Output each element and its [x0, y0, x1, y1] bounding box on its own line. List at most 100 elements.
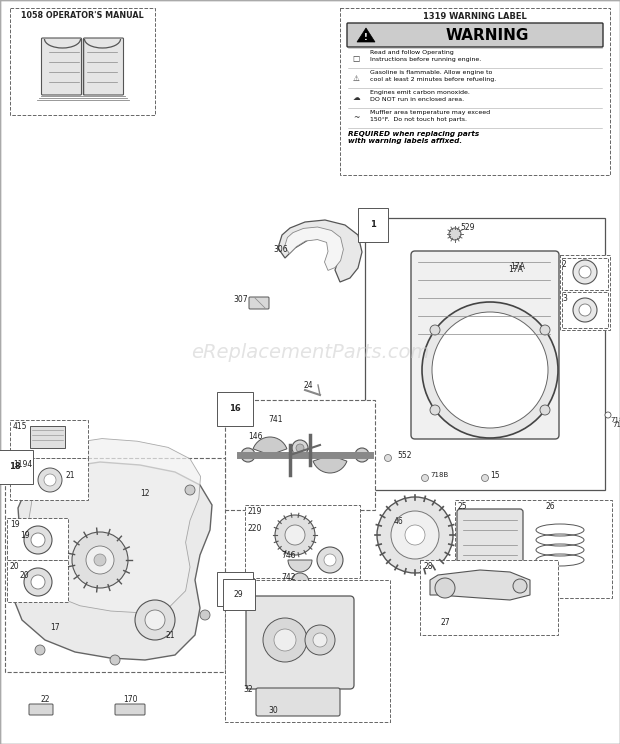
Circle shape	[405, 525, 425, 545]
Text: 1194: 1194	[13, 460, 32, 469]
Circle shape	[35, 645, 45, 655]
Circle shape	[432, 312, 548, 428]
Circle shape	[24, 526, 52, 554]
Bar	[562, 258, 608, 290]
Circle shape	[185, 485, 195, 495]
Text: 307: 307	[233, 295, 248, 304]
Text: 32: 32	[243, 685, 252, 694]
Wedge shape	[288, 560, 312, 572]
Polygon shape	[25, 438, 200, 613]
Wedge shape	[313, 455, 347, 473]
Circle shape	[285, 525, 305, 545]
Bar	[225, 400, 375, 510]
Text: 20: 20	[10, 562, 20, 571]
Text: 26: 26	[545, 502, 555, 511]
FancyBboxPatch shape	[84, 38, 123, 95]
Circle shape	[391, 511, 439, 559]
Circle shape	[86, 546, 114, 574]
Text: 19: 19	[20, 530, 30, 539]
FancyBboxPatch shape	[246, 596, 354, 689]
Text: 29: 29	[234, 590, 244, 599]
Bar	[365, 218, 605, 490]
Text: 306: 306	[273, 246, 288, 254]
Text: 30: 30	[268, 706, 278, 715]
Text: WARNING: WARNING	[445, 28, 529, 42]
Text: 718A: 718A	[610, 417, 620, 423]
Text: ⚠: ⚠	[353, 74, 360, 83]
Circle shape	[94, 554, 106, 566]
Circle shape	[573, 260, 597, 284]
Circle shape	[540, 405, 550, 415]
Circle shape	[31, 566, 59, 594]
Text: 25: 25	[458, 502, 467, 511]
Circle shape	[263, 618, 307, 662]
FancyBboxPatch shape	[457, 509, 523, 590]
Text: 17A: 17A	[508, 265, 523, 274]
Circle shape	[135, 600, 175, 640]
Text: 22: 22	[40, 695, 50, 704]
Circle shape	[110, 655, 120, 665]
Circle shape	[38, 573, 52, 587]
FancyBboxPatch shape	[256, 688, 340, 716]
Text: 3: 3	[562, 294, 567, 303]
FancyBboxPatch shape	[347, 23, 603, 47]
Text: 46: 46	[393, 518, 403, 527]
Text: 529: 529	[460, 223, 474, 232]
Circle shape	[31, 533, 45, 547]
Circle shape	[355, 448, 369, 462]
Text: 170: 170	[123, 695, 137, 704]
Text: 219: 219	[248, 507, 262, 516]
Wedge shape	[291, 573, 309, 582]
Circle shape	[377, 497, 453, 573]
Circle shape	[482, 475, 489, 481]
Circle shape	[31, 575, 45, 589]
Bar	[10, 8, 155, 115]
Text: REQUIRED when replacing parts
with warning labels affixed.: REQUIRED when replacing parts with warni…	[348, 131, 479, 144]
Circle shape	[579, 304, 591, 316]
Text: 552: 552	[397, 451, 412, 460]
Text: 146: 146	[248, 432, 262, 441]
Text: 220: 220	[248, 524, 262, 533]
Circle shape	[573, 298, 597, 322]
Text: 150°F.  Do not touch hot parts.: 150°F. Do not touch hot parts.	[370, 117, 467, 122]
Bar	[562, 292, 608, 328]
Bar	[340, 8, 610, 175]
Text: □: □	[352, 54, 360, 62]
Text: 415: 415	[13, 422, 27, 431]
FancyBboxPatch shape	[249, 297, 269, 309]
Text: 15: 15	[490, 470, 500, 479]
Text: 21: 21	[65, 470, 74, 479]
Circle shape	[579, 266, 591, 278]
Text: 28: 28	[423, 562, 433, 571]
Text: 746: 746	[281, 551, 296, 559]
Circle shape	[430, 325, 440, 335]
Text: 1319 WARNING LABEL: 1319 WARNING LABEL	[423, 12, 527, 21]
Polygon shape	[278, 220, 362, 282]
Bar	[5, 458, 225, 672]
Circle shape	[24, 568, 52, 596]
FancyBboxPatch shape	[115, 704, 145, 715]
Bar	[7, 518, 68, 560]
Circle shape	[274, 629, 296, 651]
Circle shape	[324, 554, 336, 566]
Circle shape	[540, 325, 550, 335]
Circle shape	[305, 625, 335, 655]
Text: 29: 29	[229, 584, 241, 593]
Bar	[10, 420, 88, 458]
Text: Engines emit carbon monoxide.: Engines emit carbon monoxide.	[370, 90, 470, 95]
Text: !: !	[364, 33, 368, 42]
Text: 27: 27	[440, 618, 450, 627]
Circle shape	[44, 474, 56, 486]
Text: 742: 742	[281, 572, 296, 582]
Text: ☁: ☁	[352, 94, 360, 103]
Circle shape	[449, 228, 461, 240]
FancyBboxPatch shape	[411, 251, 559, 439]
Wedge shape	[253, 437, 287, 455]
Circle shape	[513, 579, 527, 593]
Bar	[245, 505, 360, 578]
Circle shape	[51, 476, 69, 494]
Text: 17A: 17A	[510, 262, 525, 271]
Bar	[420, 560, 558, 635]
Text: Instructions before running engine.: Instructions before running engine.	[370, 57, 481, 62]
Text: cool at least 2 minutes before refueling.: cool at least 2 minutes before refueling…	[370, 77, 496, 82]
